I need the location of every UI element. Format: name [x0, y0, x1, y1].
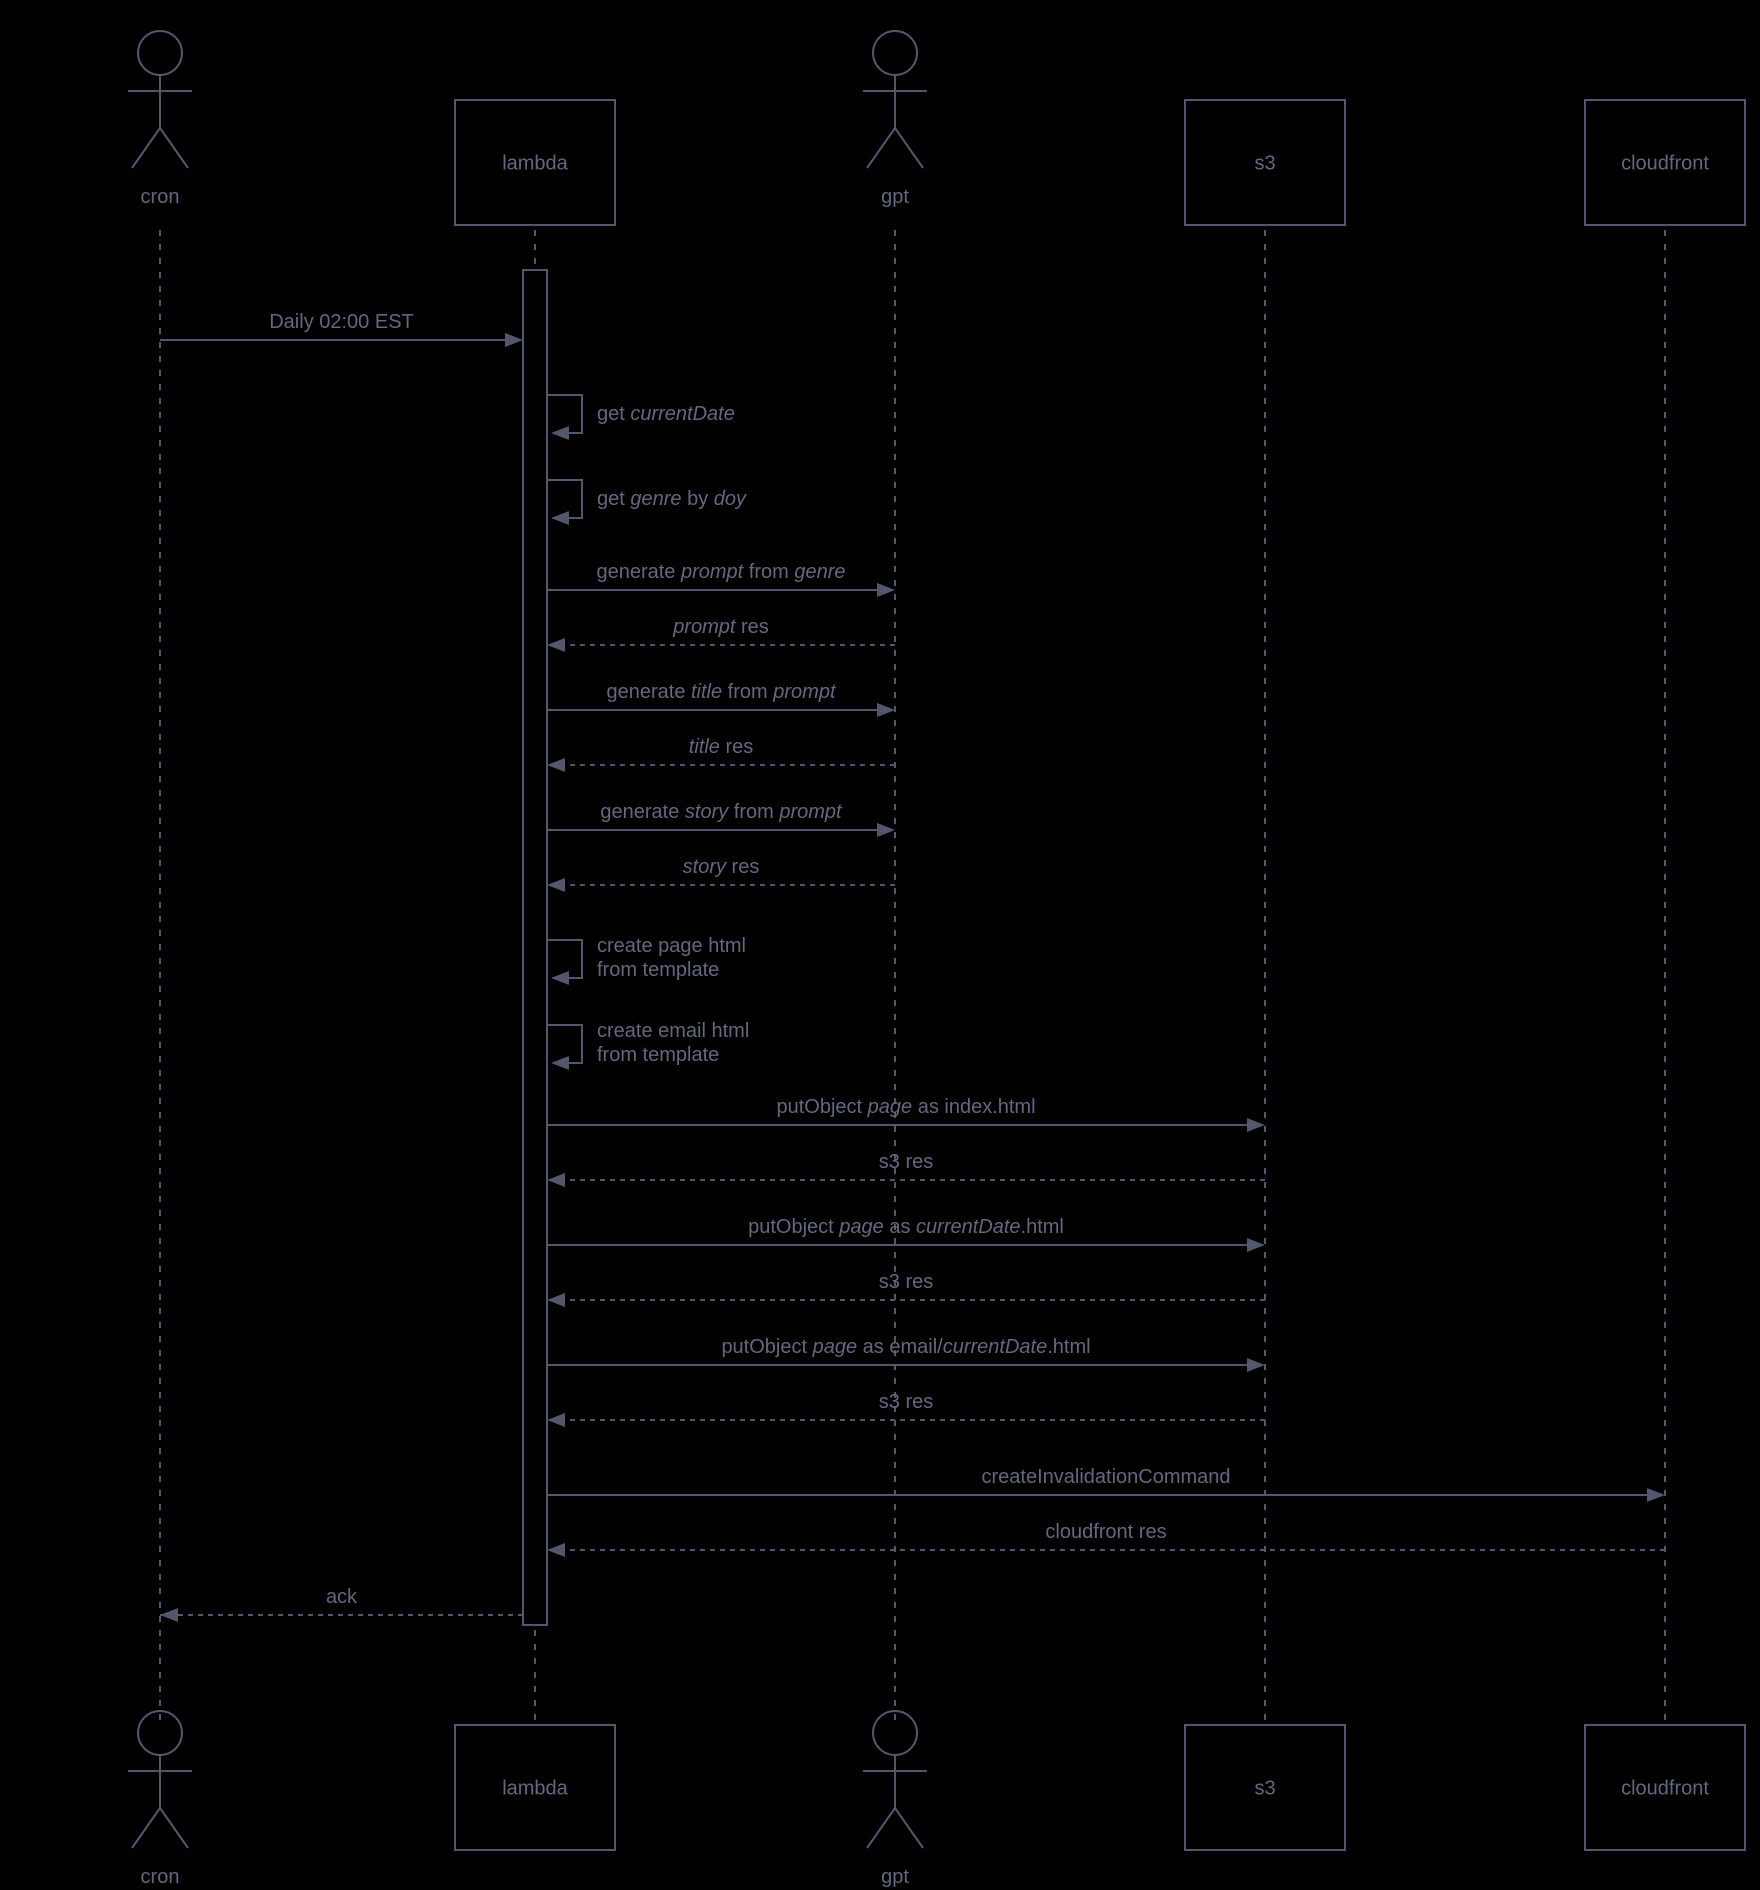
message-label: get currentDate: [597, 403, 735, 425]
cron-label: cron: [141, 186, 180, 208]
message-label: from template: [597, 1044, 719, 1066]
message-label: putObject page as email/currentDate.html: [721, 1336, 1090, 1358]
lambda-activation: [523, 270, 547, 1625]
message-label: cloudfront res: [1045, 1521, 1166, 1543]
message-label: prompt res: [672, 616, 769, 638]
self-message: [547, 480, 582, 518]
cron-label: cron: [141, 1866, 180, 1888]
message-label: s3 res: [879, 1391, 933, 1413]
s3-label: s3: [1254, 153, 1275, 175]
message-label: story res: [683, 856, 760, 878]
message-label: generate prompt from genre: [596, 561, 845, 583]
gpt-actor-head: [873, 31, 917, 75]
message-label: generate title from prompt: [606, 681, 836, 703]
message-label: get genre by doy: [597, 488, 747, 510]
message-label: putObject page as index.html: [776, 1096, 1035, 1118]
cloudfront-label: cloudfront: [1621, 1778, 1709, 1800]
message-label: s3 res: [879, 1271, 933, 1293]
self-message: [547, 395, 582, 433]
s3-label: s3: [1254, 1778, 1275, 1800]
message-label: create page html: [597, 935, 746, 957]
message-label: s3 res: [879, 1151, 933, 1173]
cloudfront-label: cloudfront: [1621, 153, 1709, 175]
gpt-label: gpt: [881, 186, 909, 208]
gpt-label: gpt: [881, 1866, 909, 1888]
message-label: putObject page as currentDate.html: [748, 1216, 1064, 1238]
message-label: create email html: [597, 1020, 749, 1042]
lambda-label: lambda: [502, 1778, 568, 1800]
lambda-label: lambda: [502, 153, 568, 175]
message-label: createInvalidationCommand: [981, 1466, 1230, 1488]
message-label: generate story from prompt: [600, 801, 843, 823]
message-label: ack: [326, 1586, 358, 1608]
message-label: Daily 02:00 EST: [269, 311, 414, 333]
message-label: title res: [689, 736, 753, 758]
message-label: from template: [597, 959, 719, 981]
sequence-diagram: cron lambda gpt s3 cloudfront cron lambda gpt s3…: [0, 0, 1760, 1890]
self-message: [547, 1025, 582, 1063]
cron-actor-head: [138, 31, 182, 75]
self-message: [547, 940, 582, 978]
